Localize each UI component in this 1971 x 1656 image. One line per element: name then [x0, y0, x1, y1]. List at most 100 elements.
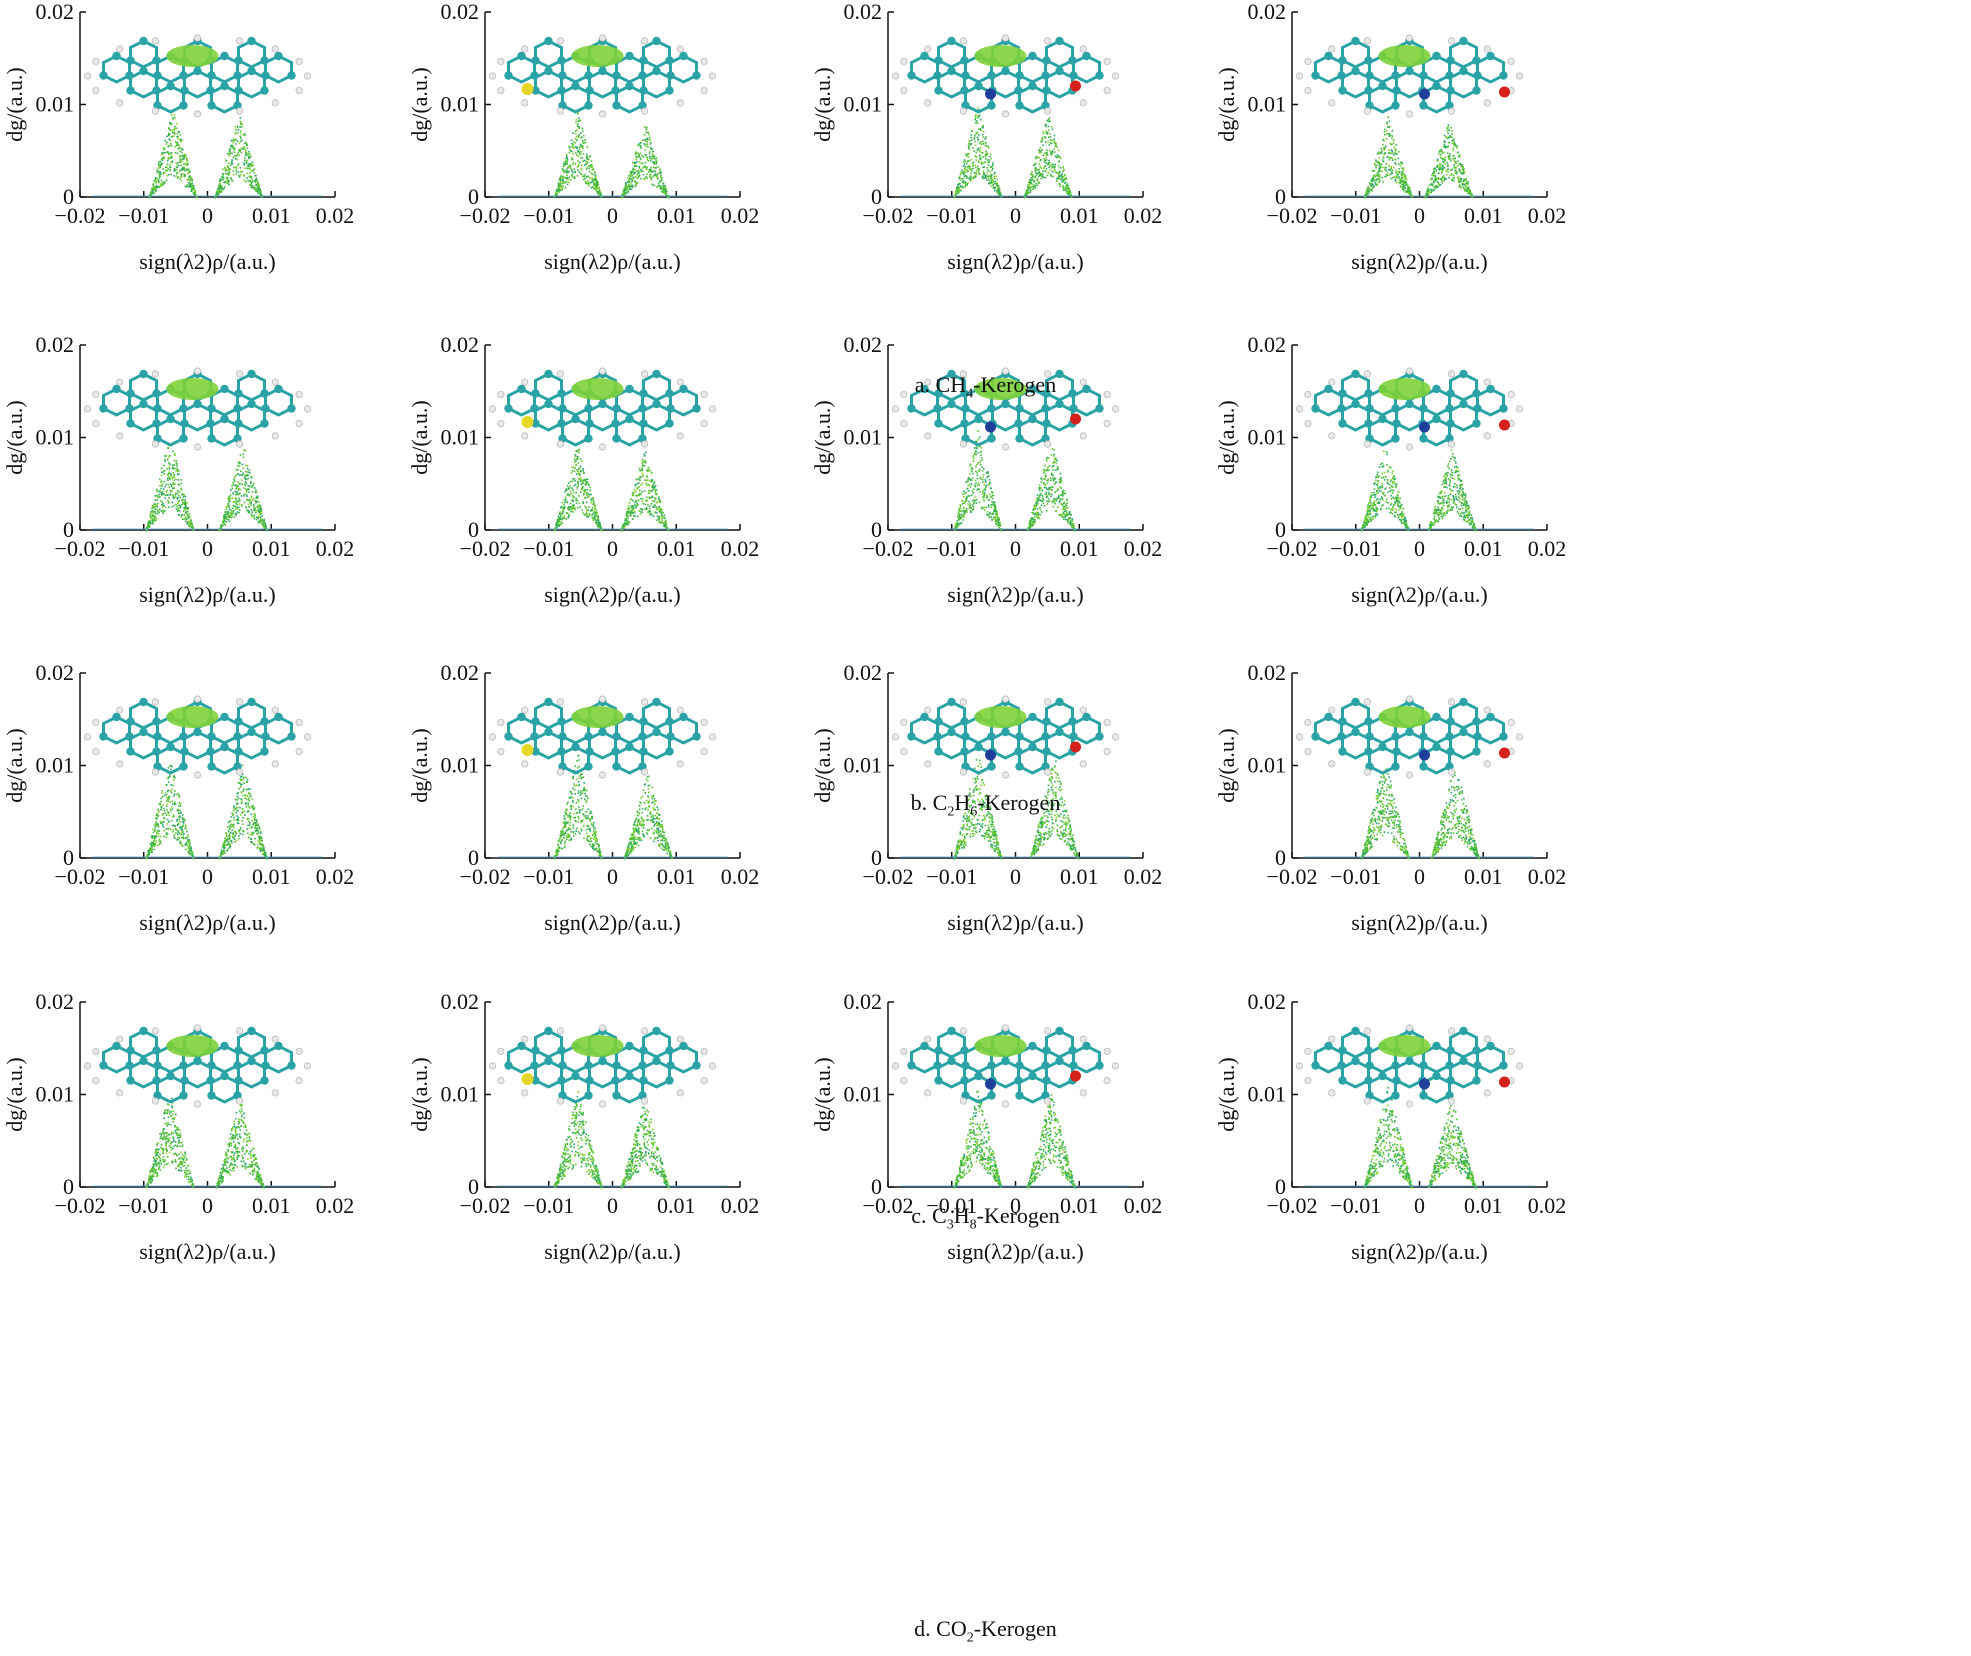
data-point	[1441, 153, 1443, 155]
data-point	[568, 515, 570, 517]
data-point	[568, 146, 570, 148]
data-point	[594, 518, 596, 520]
data-point	[1439, 163, 1441, 165]
data-point	[227, 153, 229, 155]
data-point	[990, 153, 992, 155]
data-point	[1467, 181, 1469, 183]
data-point	[572, 505, 574, 507]
data-point	[231, 485, 233, 487]
data-point	[586, 167, 588, 169]
data-point	[660, 181, 662, 183]
data-point	[184, 504, 186, 506]
data-point	[241, 139, 243, 141]
data-point	[166, 151, 168, 153]
data-point	[156, 504, 158, 506]
data-point	[1038, 157, 1040, 159]
data-point	[578, 134, 580, 136]
data-point	[558, 189, 560, 191]
data-point	[566, 154, 568, 156]
data-point	[634, 165, 636, 167]
data-point	[1043, 177, 1045, 179]
hydrogen-atom	[117, 433, 123, 439]
data-point	[258, 184, 260, 186]
data-point	[1431, 178, 1433, 180]
data-point	[1039, 171, 1041, 173]
data-point	[635, 176, 637, 178]
data-point	[962, 171, 964, 173]
data-point	[573, 141, 575, 143]
data-point	[644, 166, 646, 168]
data-point	[582, 479, 584, 481]
data-point	[255, 491, 257, 493]
data-point	[1387, 116, 1389, 118]
data-point	[1398, 151, 1400, 153]
data-point	[624, 525, 626, 527]
carbon-atom	[934, 86, 942, 94]
data-point	[566, 170, 568, 172]
data-point	[174, 468, 176, 470]
data-point	[638, 143, 640, 145]
data-point	[223, 518, 225, 520]
data-point	[1438, 168, 1440, 170]
data-point	[170, 174, 172, 176]
data-point	[183, 167, 185, 169]
data-point	[585, 176, 587, 178]
data-point	[170, 166, 172, 168]
data-point	[977, 166, 979, 168]
data-point	[584, 160, 586, 162]
data-point	[989, 156, 991, 158]
carbon-atom	[287, 404, 295, 412]
data-point	[594, 172, 596, 174]
data-point	[177, 502, 179, 504]
data-point	[235, 508, 237, 510]
data-point	[236, 168, 238, 170]
data-point	[590, 490, 592, 492]
data-point	[172, 484, 174, 486]
data-point	[259, 193, 261, 195]
data-point	[1045, 157, 1047, 159]
data-point	[1451, 130, 1453, 132]
data-point	[1443, 152, 1445, 154]
data-point	[1441, 149, 1443, 151]
data-point	[151, 189, 153, 191]
data-point	[1402, 174, 1404, 176]
data-point	[957, 184, 959, 186]
data-point	[630, 498, 632, 500]
data-point	[640, 145, 642, 147]
data-point	[168, 138, 170, 140]
data-point	[172, 160, 174, 162]
carbon-atom	[947, 67, 955, 75]
data-point	[239, 509, 241, 511]
data-point	[257, 180, 259, 182]
data-point	[251, 178, 253, 180]
data-point	[156, 490, 158, 492]
data-point	[1053, 167, 1055, 169]
data-point	[1051, 143, 1053, 145]
data-point	[596, 179, 598, 181]
data-point	[660, 513, 662, 515]
data-point	[570, 493, 572, 495]
data-point	[564, 517, 566, 519]
data-point	[232, 140, 234, 142]
data-point	[1451, 133, 1453, 135]
data-point	[1395, 163, 1397, 165]
data-point	[253, 170, 255, 172]
data-point	[158, 182, 160, 184]
data-point	[186, 186, 188, 188]
data-point	[1386, 133, 1388, 135]
data-point	[1437, 158, 1439, 160]
carbon-atom	[1486, 52, 1494, 60]
data-point	[665, 526, 667, 528]
data-point	[174, 460, 176, 462]
data-point	[589, 513, 591, 515]
data-point	[177, 153, 179, 155]
data-point	[652, 161, 654, 163]
data-point	[644, 134, 646, 136]
data-point	[568, 177, 570, 179]
data-point	[646, 129, 648, 131]
data-point	[240, 483, 242, 485]
data-point	[247, 468, 249, 470]
data-point	[994, 183, 996, 185]
carbon-atom	[934, 56, 942, 64]
data-point	[1042, 137, 1044, 139]
